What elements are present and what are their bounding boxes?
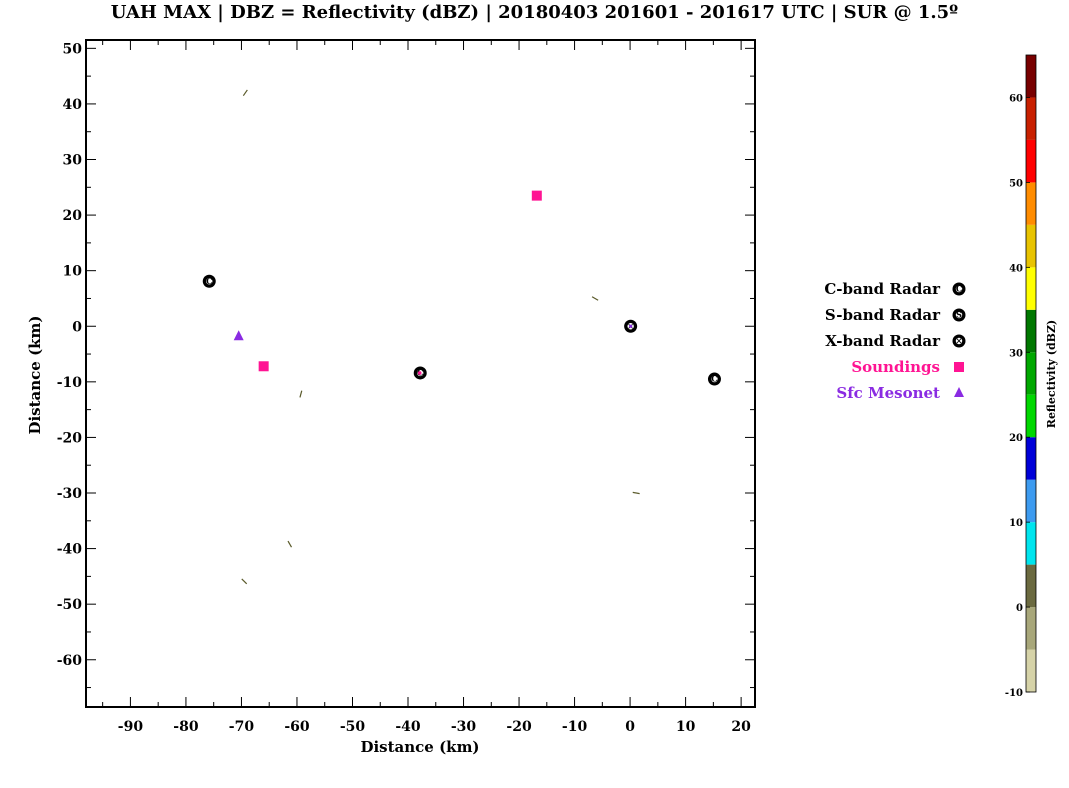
soundings-marker — [531, 190, 542, 201]
colorbar-frame — [1025, 54, 1037, 693]
colorbar-segment — [1026, 55, 1036, 98]
colorbar-segment — [1026, 309, 1036, 353]
mesonet-overlay-dot — [629, 324, 633, 328]
svg-text:C: C — [711, 374, 717, 384]
colorbar: -10 0 10 20 30 40 50 60 — [1005, 54, 1037, 699]
echo-streak — [299, 390, 303, 398]
y-tick-label: 40 — [63, 97, 83, 113]
colorbar-segment — [1026, 182, 1036, 225]
axis-ticks: -90 -80 -70 -60 -50 -40 -30 -20 -10 0 10 20 50 40 30 20… — [57, 40, 755, 735]
y-tick-label: 10 — [63, 264, 83, 280]
c-band-radar-marker: C — [202, 274, 216, 288]
legend-marker-sfc-mesonet — [954, 387, 964, 397]
c-band-radar-marker: C — [707, 372, 721, 386]
colorbar-segment — [1026, 649, 1036, 692]
svg-text:S: S — [956, 310, 962, 320]
colorbar-segment — [1026, 352, 1036, 395]
y-axis-title: Distance (km) — [26, 315, 44, 434]
colorbar-tick-label: 10 — [1009, 518, 1023, 529]
colorbar-tick-label: 50 — [1009, 178, 1023, 189]
sfc-mesonet-marker — [233, 330, 244, 341]
soundings-marker — [258, 361, 269, 372]
colorbar-title: Reflectivity (dBZ) — [1045, 320, 1058, 428]
plot-frame — [85, 39, 756, 708]
x-tick-label: -90 — [118, 719, 144, 735]
sounding-overlay-dot — [417, 371, 422, 375]
colorbar-tick-label: 20 — [1009, 433, 1023, 444]
x-tick-label: -60 — [284, 719, 310, 735]
x-tick-label: -10 — [562, 719, 588, 735]
x-tick-label: -30 — [451, 719, 477, 735]
legend-label-sfc-mesonet: Sfc Mesonet — [836, 384, 940, 402]
colorbar-segment — [1026, 97, 1036, 140]
echo-streak — [591, 296, 599, 301]
x-tick-label: -50 — [340, 719, 366, 735]
colorbar-segment — [1026, 394, 1036, 438]
x-tick-label: -80 — [173, 719, 199, 735]
x-tick-label: 10 — [676, 719, 696, 735]
echo-streak — [632, 491, 640, 495]
x-tick-label: -70 — [229, 719, 255, 735]
colorbar-tick-label: -10 — [1005, 688, 1023, 699]
colorbar-segment — [1026, 607, 1036, 650]
echo-streaks — [241, 89, 640, 585]
y-tick-label: 30 — [63, 153, 83, 169]
y-tick-label: -40 — [57, 542, 83, 558]
svg-text:C: C — [206, 276, 212, 286]
colorbar-segment — [1026, 267, 1036, 310]
colorbar-tick-label: 60 — [1009, 93, 1023, 104]
legend-marker-x-band-radar: × — [952, 334, 966, 348]
legend-marker-soundings — [954, 362, 964, 372]
legend-marker-c-band-radar: C — [952, 282, 966, 296]
x-tick-label: -40 — [395, 719, 421, 735]
colorbar-segment — [1026, 564, 1036, 608]
colorbar-tick-label: 40 — [1009, 263, 1023, 274]
y-tick-label: 50 — [63, 41, 83, 57]
x-tick-label: 20 — [731, 719, 751, 735]
y-tick-label: 0 — [72, 319, 82, 335]
colorbar-segment — [1026, 522, 1036, 565]
x-tick-label: -20 — [506, 719, 532, 735]
legend-label-x-band-radar: X-band Radar — [825, 332, 941, 350]
echo-streak — [242, 89, 248, 97]
y-tick-label: -10 — [57, 375, 83, 391]
y-tick-label: -20 — [57, 430, 83, 446]
x-tick-label: 0 — [625, 719, 635, 735]
colorbar-segment — [1026, 479, 1036, 523]
colorbar-tick-label: 0 — [1016, 603, 1023, 614]
y-tick-label: -30 — [57, 486, 83, 502]
x-axis-title: Distance (km) — [360, 738, 479, 756]
legend-label-soundings: Soundings — [851, 358, 940, 376]
legend-label-c-band-radar: C-band Radar — [824, 280, 941, 298]
chart-title: UAH MAX | DBZ = Reflectivity (dBZ) | 201… — [110, 2, 959, 23]
echo-streak — [241, 578, 248, 585]
legend-marker-s-band-radar: S — [952, 308, 966, 322]
y-tick-label: -60 — [57, 653, 83, 669]
colorbar-tick-label: 30 — [1009, 348, 1023, 359]
y-tick-label: -50 — [57, 597, 83, 613]
legend-label-s-band-radar: S-band Radar — [825, 306, 941, 324]
colorbar-segment — [1026, 437, 1036, 480]
svg-text:×: × — [956, 336, 963, 346]
colorbar-segment — [1026, 224, 1036, 268]
legend: C-band Radar C S-band Radar S X-band Radar × S… — [824, 280, 966, 402]
data-markers: CCC× — [202, 190, 721, 386]
colorbar-segment — [1026, 139, 1036, 183]
y-tick-label: 20 — [63, 208, 83, 224]
echo-streak — [287, 540, 293, 548]
svg-text:C: C — [956, 284, 962, 294]
